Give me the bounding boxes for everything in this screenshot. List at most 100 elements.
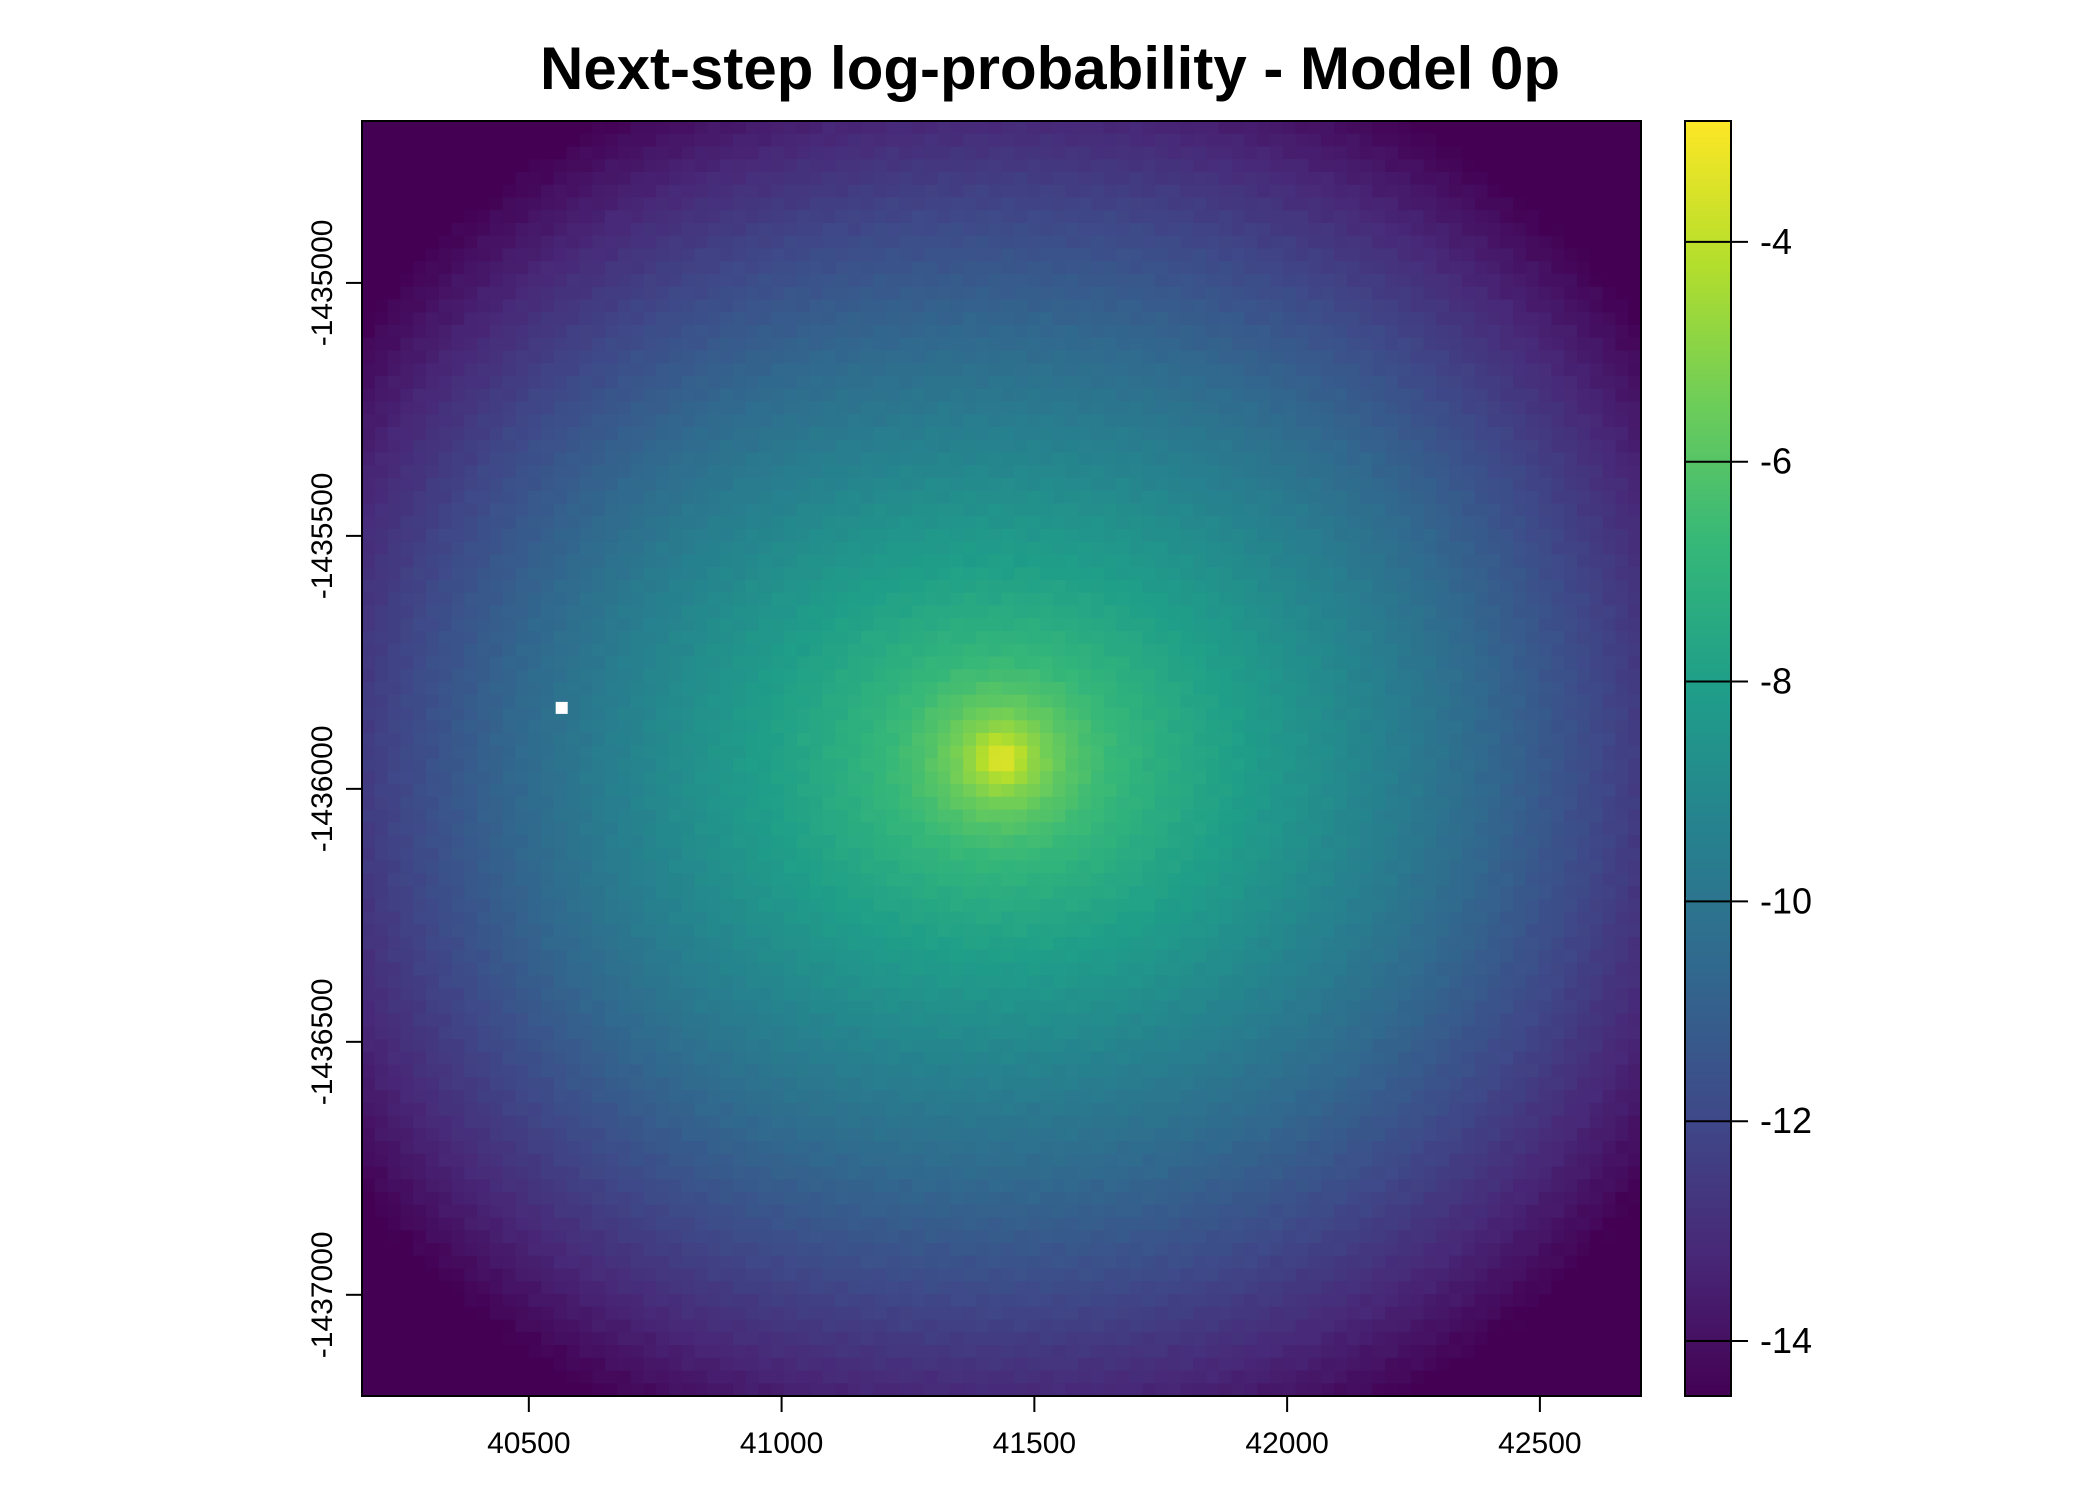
heatmap-cell: [1589, 350, 1604, 364]
heatmap-cell: [1027, 720, 1041, 734]
heatmap-cell: [886, 172, 900, 186]
heatmap-cell: [1244, 605, 1258, 619]
heatmap-cell: [694, 146, 709, 160]
heatmap-cell: [809, 235, 824, 250]
heatmap-cell: [1385, 745, 1399, 760]
heatmap-cell: [963, 529, 977, 543]
heatmap-cell: [387, 567, 402, 581]
heatmap-cell: [1589, 439, 1604, 454]
heatmap-cell: [1091, 248, 1105, 262]
heatmap-cell: [438, 439, 453, 454]
heatmap-cell: [924, 427, 939, 441]
heatmap-cell: [1001, 261, 1015, 275]
heatmap-cell: [835, 121, 849, 135]
heatmap-cell: [963, 478, 977, 492]
heatmap-cell: [745, 235, 760, 250]
heatmap-cell: [528, 631, 542, 645]
heatmap-cell: [1014, 694, 1028, 709]
heatmap-cell: [605, 439, 619, 454]
heatmap-cell: [784, 414, 798, 428]
heatmap-cell: [617, 427, 632, 441]
heatmap-cell: [745, 261, 760, 275]
heatmap-cell: [1321, 299, 1335, 313]
heatmap-cell: [1500, 669, 1514, 683]
heatmap-cell: [1065, 529, 1079, 543]
heatmap-cell: [1346, 401, 1361, 415]
heatmap-cell: [873, 439, 888, 454]
heatmap-cell: [1461, 235, 1476, 250]
heatmap-cell: [528, 618, 542, 632]
heatmap-cell: [438, 669, 453, 683]
heatmap-cell: [784, 554, 798, 568]
heatmap-cell: [950, 465, 964, 479]
heatmap-cell: [1474, 223, 1489, 237]
heatmap-cell: [1244, 669, 1258, 683]
heatmap-cell: [771, 184, 785, 199]
heatmap-cell: [1615, 172, 1629, 186]
heatmap-cell: [1091, 745, 1105, 760]
heatmap-cell: [937, 439, 952, 454]
heatmap-cell: [566, 172, 581, 186]
heatmap-cell: [720, 401, 734, 415]
heatmap-cell: [1410, 631, 1425, 645]
heatmap-cell: [848, 223, 862, 237]
heatmap-cell: [1602, 580, 1617, 594]
heatmap-cell: [668, 503, 683, 517]
heatmap-cell: [1065, 197, 1079, 211]
heatmap-cell: [656, 172, 670, 186]
heatmap-cell: [1551, 299, 1565, 313]
heatmap-cell: [1436, 529, 1450, 543]
heatmap-cell: [656, 197, 670, 211]
heatmap-cell: [1039, 707, 1054, 721]
heatmap-cell: [362, 656, 376, 670]
heatmap-cell: [451, 299, 466, 313]
heatmap-cell: [1397, 184, 1412, 199]
heatmap-cell: [425, 567, 440, 581]
heatmap-cell: [758, 478, 772, 492]
heatmap-cell: [732, 376, 747, 390]
heatmap-cell: [1500, 286, 1514, 301]
heatmap-cell: [1589, 605, 1604, 619]
heatmap-cell: [988, 618, 1003, 632]
heatmap-cell: [720, 184, 734, 199]
heatmap-cell: [1602, 618, 1617, 632]
heatmap-cell: [796, 363, 811, 377]
heatmap-cell: [451, 286, 466, 301]
heatmap-cell: [515, 682, 529, 696]
heatmap-cell: [1014, 350, 1028, 364]
heatmap-cell: [694, 325, 709, 339]
heatmap-cell: [1091, 529, 1105, 543]
heatmap-cell: [771, 388, 785, 403]
heatmap-cell: [656, 248, 670, 262]
heatmap-cell: [1500, 618, 1514, 632]
heatmap-cell: [1308, 503, 1322, 517]
heatmap-cell: [1423, 337, 1438, 352]
heatmap-cell: [950, 248, 964, 262]
heatmap-cell: [579, 286, 593, 301]
heatmap-cell: [400, 592, 414, 607]
heatmap-cell: [1244, 299, 1258, 313]
heatmap-cell: [1193, 274, 1207, 288]
heatmap-cell: [502, 694, 517, 709]
heatmap-cell: [1001, 631, 1015, 645]
heatmap-cell: [643, 503, 657, 517]
heatmap-cell: [528, 452, 542, 466]
heatmap-cell: [988, 541, 1003, 556]
heatmap-cell: [1142, 478, 1156, 492]
heatmap-cell: [1589, 643, 1604, 658]
heatmap-cell: [1129, 133, 1143, 148]
heatmap-cell: [489, 376, 504, 390]
heatmap-cell: [1052, 733, 1067, 747]
heatmap-cell: [732, 312, 747, 326]
heatmap-cell: [515, 325, 529, 339]
heatmap-cell: [425, 235, 440, 250]
heatmap-cell: [630, 452, 645, 466]
heatmap-cell: [451, 503, 466, 517]
heatmap-cell: [822, 350, 836, 364]
heatmap-cell: [899, 248, 913, 262]
heatmap-cell: [707, 388, 721, 403]
heatmap-cell: [1372, 554, 1386, 568]
heatmap-cell: [745, 580, 760, 594]
heatmap-cell: [860, 248, 875, 262]
heatmap-cell: [1270, 452, 1284, 466]
